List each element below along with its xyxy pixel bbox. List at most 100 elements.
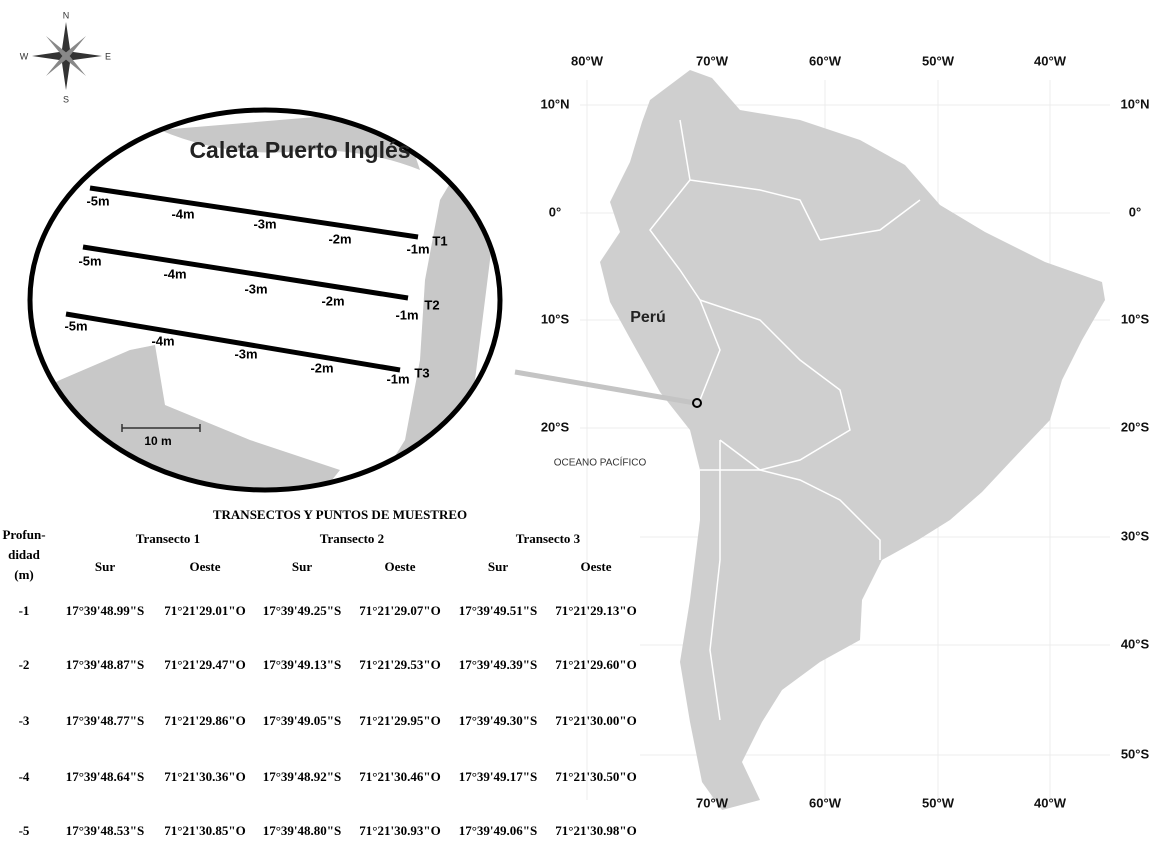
lat-label: 30°S bbox=[1121, 528, 1150, 543]
transect-lines bbox=[65, 185, 419, 373]
connector bbox=[514, 369, 696, 406]
table-header: Oeste bbox=[580, 559, 611, 574]
lat-label: 0° bbox=[549, 204, 561, 219]
transect-label: T2 bbox=[424, 297, 439, 312]
lat-label: 10°S bbox=[541, 311, 570, 326]
compass-label: S bbox=[63, 94, 69, 104]
scale-label: 10 m bbox=[144, 434, 171, 448]
table-cell: 71°21'29.01"O bbox=[164, 603, 245, 618]
table-header: Sur bbox=[292, 559, 312, 574]
table-header: Sur bbox=[95, 559, 115, 574]
ocean-label: OCEANO PACÍFICO bbox=[554, 456, 647, 469]
table-cell: 17°39'49.17"S bbox=[459, 769, 538, 784]
table-cell: 17°39'49.30"S bbox=[459, 713, 538, 728]
table-cell: -4 bbox=[19, 769, 30, 784]
depth-label: -5m bbox=[78, 253, 101, 268]
table-cell: 71°21'30.93"O bbox=[359, 823, 440, 838]
transect-label: T1 bbox=[432, 233, 447, 248]
compass-rose bbox=[32, 22, 102, 90]
table-cell: -5 bbox=[19, 823, 30, 838]
depth-label: -2m bbox=[328, 231, 351, 246]
depth-label: -2m bbox=[321, 293, 344, 308]
table-cell: 71°21'30.00"O bbox=[555, 713, 636, 728]
borders bbox=[649, 119, 921, 721]
compass-label: N bbox=[63, 10, 70, 20]
lon-label: 70°W bbox=[696, 53, 729, 68]
table-cell: -1 bbox=[19, 603, 30, 618]
lon-label: 40°W bbox=[1034, 795, 1067, 810]
lon-label: 50°W bbox=[922, 795, 955, 810]
lat-label: 10°S bbox=[1121, 311, 1150, 326]
table-header: Transecto 2 bbox=[320, 531, 384, 546]
inset-title: Caleta Puerto Inglés bbox=[189, 137, 410, 163]
south-america bbox=[600, 70, 1105, 810]
depth-label: -1m bbox=[406, 241, 429, 256]
lat-label: 10°N bbox=[540, 96, 569, 111]
table-cell: 17°39'49.06"S bbox=[459, 823, 538, 838]
table-cell: 71°21'29.47"O bbox=[164, 657, 245, 672]
table-header: Oeste bbox=[189, 559, 220, 574]
table-cell: 17°39'48.99"S bbox=[66, 603, 145, 618]
lat-label: 40°S bbox=[1121, 636, 1150, 651]
table-cell: 17°39'49.25"S bbox=[263, 603, 342, 618]
lon-label: 50°W bbox=[922, 53, 955, 68]
table-cell: 17°39'49.51"S bbox=[459, 603, 538, 618]
depth-label: -4m bbox=[151, 333, 174, 348]
table-header: Profun- bbox=[2, 527, 45, 542]
table-cell: 71°21'30.36"O bbox=[164, 769, 245, 784]
country-label: Perú bbox=[630, 309, 666, 326]
depth-label: -3m bbox=[253, 216, 276, 231]
depth-label: -5m bbox=[86, 193, 109, 208]
depth-label: -3m bbox=[244, 281, 267, 296]
table-cell: 17°39'48.87"S bbox=[66, 657, 145, 672]
table-cell: 17°39'48.77"S bbox=[66, 713, 145, 728]
depth-label: -4m bbox=[163, 266, 186, 281]
inset-frame bbox=[27, 107, 503, 493]
compass-label: E bbox=[105, 51, 111, 61]
table-cell: 71°21'29.13"O bbox=[555, 603, 636, 618]
depth-label: -4m bbox=[171, 206, 194, 221]
lat-label: 20°S bbox=[541, 419, 570, 434]
table-cell: 17°39'48.80"S bbox=[263, 823, 342, 838]
lat-label: 20°S bbox=[1121, 419, 1150, 434]
depth-label: -1m bbox=[386, 371, 409, 386]
table-cell: 17°39'48.53"S bbox=[66, 823, 145, 838]
lat-label: 10°N bbox=[1120, 96, 1149, 111]
lat-label: 50°S bbox=[1121, 746, 1150, 761]
table-cell: 71°21'29.95"O bbox=[359, 713, 440, 728]
table-cell: 71°21'29.86"O bbox=[164, 713, 245, 728]
table-cell: 17°39'48.64"S bbox=[66, 769, 145, 784]
table-cell: 71°21'30.98"O bbox=[555, 823, 636, 838]
table-header: (m) bbox=[14, 567, 34, 582]
scale-bar bbox=[121, 424, 201, 432]
table-header: Transecto 1 bbox=[136, 531, 200, 546]
lon-label: 60°W bbox=[809, 53, 842, 68]
table-header: Oeste bbox=[384, 559, 415, 574]
depth-label: -1m bbox=[395, 307, 418, 322]
lon-label: 40°W bbox=[1034, 53, 1067, 68]
transect-label: T3 bbox=[414, 365, 429, 380]
table-cell: 71°21'29.53"O bbox=[359, 657, 440, 672]
table-header: Transecto 3 bbox=[516, 531, 581, 546]
table-cell: 17°39'49.13"S bbox=[263, 657, 342, 672]
lon-label: 80°W bbox=[571, 53, 604, 68]
compass-label: W bbox=[20, 51, 29, 61]
table-cell: -3 bbox=[19, 713, 30, 728]
table-cell: 71°21'30.85"O bbox=[164, 823, 245, 838]
table-cell: -2 bbox=[19, 657, 30, 672]
table-cell: 17°39'49.39"S bbox=[459, 657, 538, 672]
table-cell: 71°21'30.50"O bbox=[555, 769, 636, 784]
table-header: didad bbox=[8, 547, 41, 562]
table-cell: 17°39'49.05"S bbox=[263, 713, 342, 728]
depth-label: -5m bbox=[64, 318, 87, 333]
table-cell: 17°39'48.92"S bbox=[263, 769, 342, 784]
table-cell: 71°21'30.46"O bbox=[359, 769, 440, 784]
lat-label: 0° bbox=[1129, 204, 1141, 219]
table-title: TRANSECTOS Y PUNTOS DE MUESTREO bbox=[213, 507, 467, 522]
depth-label: -3m bbox=[234, 346, 257, 361]
table-cell: 71°21'29.07"O bbox=[359, 603, 440, 618]
lon-label: 70°W bbox=[696, 795, 729, 810]
depth-label: -2m bbox=[310, 360, 333, 375]
lon-label: 60°W bbox=[809, 795, 842, 810]
